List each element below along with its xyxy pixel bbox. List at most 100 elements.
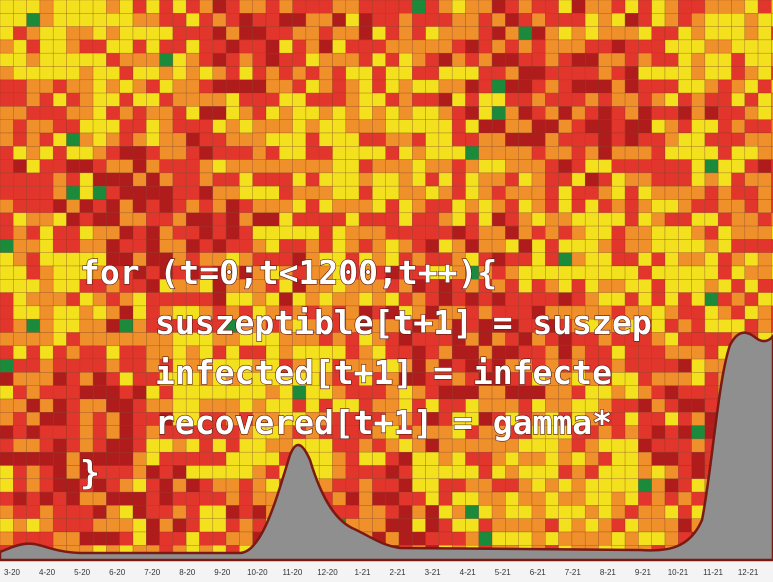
heat-cell: [132, 358, 147, 373]
heat-cell: [26, 425, 41, 440]
heat-cell: [638, 225, 652, 240]
heat-cell: [332, 0, 347, 14]
heat-cell: [119, 305, 134, 320]
heat-cell: [531, 225, 546, 240]
heat-cell: [92, 438, 107, 453]
heat-cell: [212, 106, 227, 120]
heat-cell: [611, 146, 626, 160]
heat-cell: [13, 79, 27, 94]
heat-cell: [558, 146, 573, 160]
heat-cell: [265, 26, 280, 41]
heat-cell: [545, 39, 559, 54]
heat-cell: [744, 212, 759, 227]
heat-cell: [558, 505, 573, 519]
heat-cell: [465, 13, 480, 27]
heat-cell: [199, 465, 214, 480]
heat-cell: [52, 52, 67, 67]
heat-cell: [132, 159, 147, 174]
heat-cell: [345, 451, 360, 466]
heat-cell: [345, 26, 360, 41]
heat-cell: [505, 225, 519, 240]
heat-cell: [451, 185, 466, 200]
heat-cell: [664, 106, 679, 120]
heat-cell: [66, 465, 81, 480]
heat-cell: [92, 26, 107, 41]
heat-cell: [305, 26, 320, 41]
heat-cell: [39, 425, 54, 440]
heat-cell: [691, 318, 706, 333]
heat-cell: [132, 438, 147, 453]
heat-cell: [358, 26, 373, 41]
heat-cell: [13, 26, 27, 41]
heat-cell: [252, 185, 267, 200]
heat-cell: [518, 66, 533, 81]
heat-cell: [518, 199, 533, 214]
heat-cell: [26, 106, 41, 120]
heat-cell: [159, 92, 174, 107]
heat-cell: [292, 185, 307, 200]
heat-cell: [558, 531, 573, 546]
heat-cell: [505, 132, 519, 147]
heat-cell: [571, 279, 586, 293]
heat-cell: [92, 372, 107, 386]
heat-cell: [771, 225, 773, 240]
heat-cell: [106, 159, 120, 174]
heat-cell: [26, 398, 41, 413]
heat-cell: [584, 451, 599, 466]
heat-cell: [52, 425, 67, 440]
heat-cell: [704, 185, 719, 200]
heat-cell: [478, 13, 493, 27]
heat-cell: [731, 279, 746, 293]
heat-cell: [79, 106, 94, 120]
heat-cell: [239, 505, 253, 519]
heat-cell: [624, 505, 639, 519]
heat-cell: [771, 239, 773, 253]
heat-cell: [252, 26, 267, 41]
heat-cell: [584, 185, 599, 200]
heat-cell: [545, 225, 559, 240]
heat-cell: [678, 372, 692, 386]
heat-cell: [52, 385, 67, 400]
heat-cell: [638, 172, 652, 187]
heat-cell: [212, 172, 227, 187]
heat-cell: [558, 252, 573, 267]
heat-cell: [52, 199, 67, 214]
heat-cell: [372, 518, 386, 533]
heat-cell: [638, 39, 652, 54]
heat-cell: [651, 531, 666, 546]
heat-cell: [39, 79, 54, 94]
heat-cell: [425, 0, 440, 14]
heat-cell: [465, 132, 480, 147]
heat-cell: [651, 199, 666, 214]
heat-cell: [518, 119, 533, 134]
heat-cell: [638, 465, 652, 480]
heat-cell: [571, 199, 586, 214]
heat-cell: [26, 358, 41, 373]
heat-cell: [425, 199, 440, 214]
heat-cell: [771, 26, 773, 41]
heat-cell: [558, 518, 573, 533]
heat-cell: [744, 265, 759, 280]
heat-cell: [13, 172, 27, 187]
heat-cell: [159, 26, 174, 41]
heat-cell: [119, 385, 134, 400]
heat-cell: [305, 66, 320, 81]
heat-cell: [385, 26, 400, 41]
heat-cell: [465, 491, 480, 506]
heat-cell: [0, 438, 14, 453]
heat-cell: [372, 239, 386, 253]
heat-cell: [678, 279, 692, 293]
heat-cell: [678, 451, 692, 466]
heat-cell: [757, 79, 772, 94]
heat-cell: [451, 451, 466, 466]
heat-cell: [199, 26, 214, 41]
heat-cell: [332, 491, 347, 506]
heat-cell: [52, 159, 67, 174]
heat-cell: [332, 66, 347, 81]
heat-cell: [185, 13, 200, 27]
heat-cell: [744, 92, 759, 107]
heat-cell: [438, 491, 453, 506]
heat-cell: [491, 505, 506, 519]
heat-cell: [185, 0, 200, 14]
heat-cell: [66, 305, 81, 320]
